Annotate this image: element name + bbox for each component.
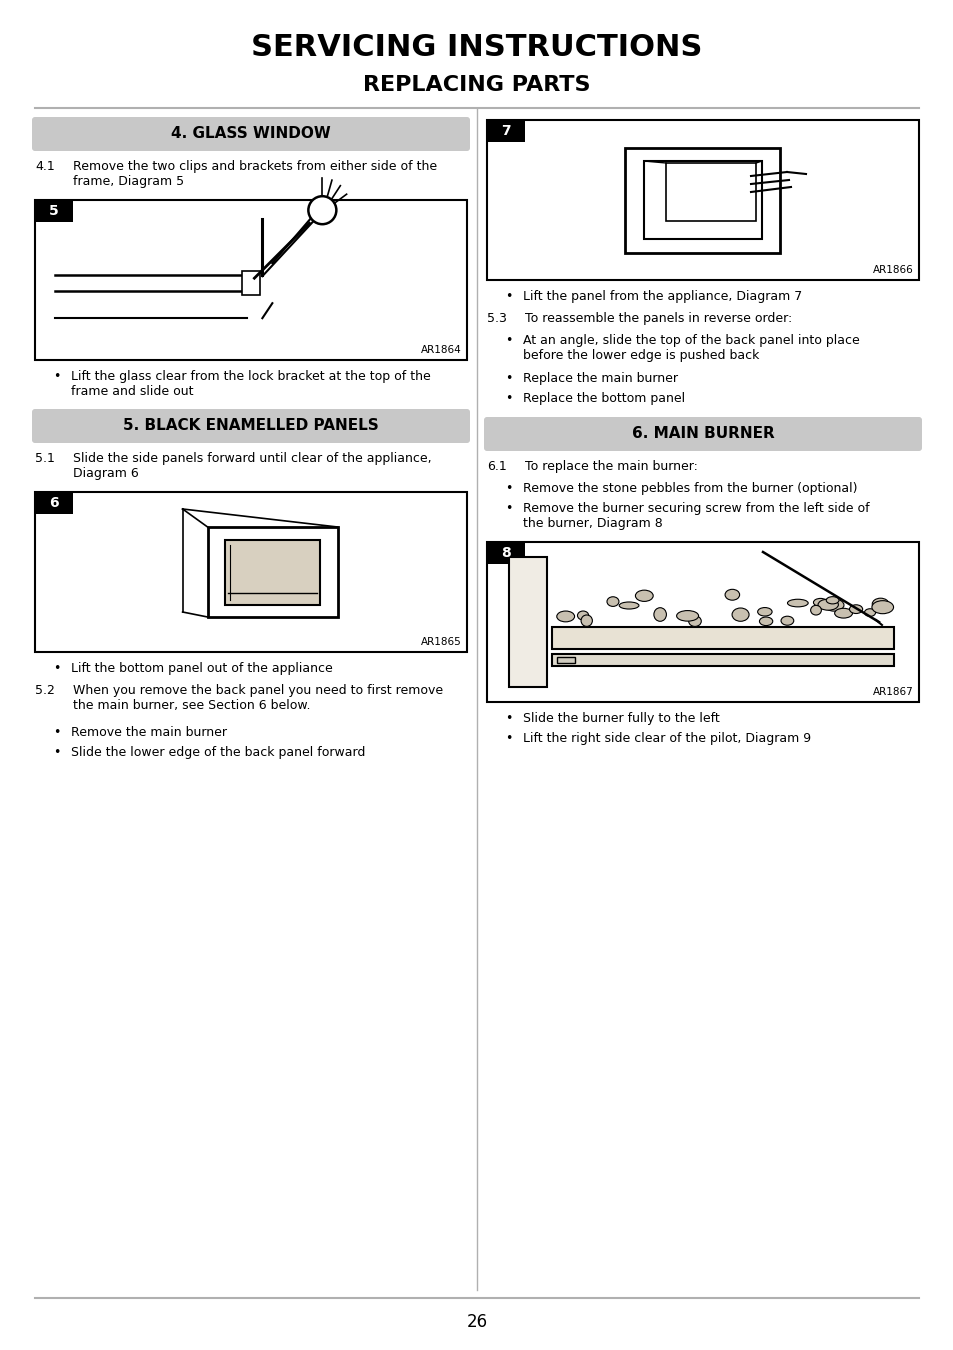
Text: At an angle, slide the top of the back panel into place
before the lower edge is: At an angle, slide the top of the back p… [522, 333, 859, 362]
Text: •: • [504, 732, 512, 745]
Text: Replace the bottom panel: Replace the bottom panel [522, 392, 684, 405]
Ellipse shape [759, 617, 772, 625]
Bar [486, 120, 918, 279]
Text: 5.2: 5.2 [35, 684, 55, 697]
Bar [557, 657, 575, 663]
Text: 6.1: 6.1 [486, 460, 506, 472]
Bar [35, 491, 73, 514]
Text: AR1866: AR1866 [872, 265, 913, 275]
Text: 6. MAIN BURNER: 6. MAIN BURNER [631, 427, 774, 441]
Text: •: • [504, 502, 512, 514]
Text: Lift the bottom panel out of the appliance: Lift the bottom panel out of the applian… [71, 662, 333, 675]
Text: 26: 26 [466, 1314, 487, 1331]
Text: To replace the main burner:: To replace the main burner: [524, 460, 698, 472]
Ellipse shape [871, 598, 888, 610]
Text: Remove the stone pebbles from the burner (optional): Remove the stone pebbles from the burner… [522, 482, 857, 495]
Bar [486, 541, 918, 702]
Ellipse shape [813, 598, 826, 606]
Text: To reassemble the panels in reverse order:: To reassemble the panels in reverse orde… [524, 312, 791, 325]
FancyBboxPatch shape [32, 117, 470, 151]
Text: 4.1: 4.1 [35, 161, 54, 173]
Ellipse shape [653, 608, 666, 621]
Bar [552, 626, 893, 649]
Text: AR1867: AR1867 [872, 687, 913, 697]
Ellipse shape [863, 609, 875, 617]
Text: 5.3: 5.3 [486, 312, 506, 325]
Text: AR1865: AR1865 [421, 637, 461, 647]
Ellipse shape [817, 599, 838, 610]
Text: •: • [504, 333, 512, 347]
Text: •: • [53, 747, 60, 759]
Text: •: • [504, 711, 512, 725]
Text: •: • [504, 392, 512, 405]
Ellipse shape [618, 602, 639, 609]
Text: 8: 8 [500, 545, 511, 560]
Text: 5. BLACK ENAMELLED PANELS: 5. BLACK ENAMELLED PANELS [123, 418, 378, 433]
Bar [35, 491, 467, 652]
Text: •: • [53, 662, 60, 675]
Text: 6: 6 [50, 495, 59, 510]
Ellipse shape [825, 597, 838, 603]
Text: 4. GLASS WINDOW: 4. GLASS WINDOW [171, 127, 331, 142]
Text: •: • [504, 482, 512, 495]
Ellipse shape [688, 616, 700, 626]
Text: REPLACING PARTS: REPLACING PARTS [363, 76, 590, 95]
Ellipse shape [871, 601, 893, 614]
Text: Slide the burner fully to the left: Slide the burner fully to the left [522, 711, 719, 725]
FancyBboxPatch shape [483, 417, 921, 451]
Ellipse shape [606, 597, 618, 606]
Ellipse shape [731, 608, 748, 621]
Bar [552, 653, 893, 666]
Ellipse shape [577, 612, 588, 620]
Text: •: • [53, 370, 60, 383]
Text: Replace the main burner: Replace the main burner [522, 373, 678, 385]
Ellipse shape [557, 612, 574, 622]
Ellipse shape [635, 590, 653, 601]
Ellipse shape [823, 599, 843, 612]
Text: Remove the main burner: Remove the main burner [71, 726, 227, 738]
Ellipse shape [757, 608, 771, 616]
Text: 5: 5 [49, 204, 59, 217]
Text: When you remove the back panel you need to first remove
the main burner, see Sec: When you remove the back panel you need … [73, 684, 442, 711]
Ellipse shape [848, 605, 862, 613]
Bar [486, 120, 524, 142]
Ellipse shape [810, 605, 821, 616]
Ellipse shape [834, 609, 852, 618]
Text: Slide the side panels forward until clear of the appliance,
Diagram 6: Slide the side panels forward until clea… [73, 452, 431, 481]
Ellipse shape [676, 610, 698, 621]
Text: •: • [504, 290, 512, 302]
Ellipse shape [724, 590, 739, 601]
Text: Lift the panel from the appliance, Diagram 7: Lift the panel from the appliance, Diagr… [522, 290, 801, 302]
Bar [643, 161, 761, 239]
Circle shape [308, 196, 336, 224]
Bar [242, 271, 260, 296]
Text: 5.1: 5.1 [35, 452, 55, 464]
Bar [35, 200, 467, 360]
Bar [509, 558, 546, 687]
Text: Lift the glass clear from the lock bracket at the top of the
frame and slide out: Lift the glass clear from the lock brack… [71, 370, 431, 398]
FancyBboxPatch shape [32, 409, 470, 443]
Text: Lift the right side clear of the pilot, Diagram 9: Lift the right side clear of the pilot, … [522, 732, 810, 745]
Ellipse shape [580, 616, 592, 626]
Bar [225, 540, 320, 605]
Text: 7: 7 [500, 124, 510, 138]
Text: SERVICING INSTRUCTIONS: SERVICING INSTRUCTIONS [251, 34, 702, 62]
Text: •: • [504, 373, 512, 385]
Text: AR1864: AR1864 [421, 346, 461, 355]
Text: •: • [53, 726, 60, 738]
Text: Remove the two clips and brackets from either side of the
frame, Diagram 5: Remove the two clips and brackets from e… [73, 161, 436, 188]
Bar [35, 200, 73, 221]
Bar [665, 163, 755, 221]
Ellipse shape [786, 599, 807, 608]
Bar [625, 147, 780, 252]
Ellipse shape [781, 616, 793, 625]
Bar [208, 526, 337, 617]
Text: Slide the lower edge of the back panel forward: Slide the lower edge of the back panel f… [71, 747, 365, 759]
Bar [486, 541, 524, 564]
Text: Remove the burner securing screw from the left side of
the burner, Diagram 8: Remove the burner securing screw from th… [522, 502, 869, 531]
